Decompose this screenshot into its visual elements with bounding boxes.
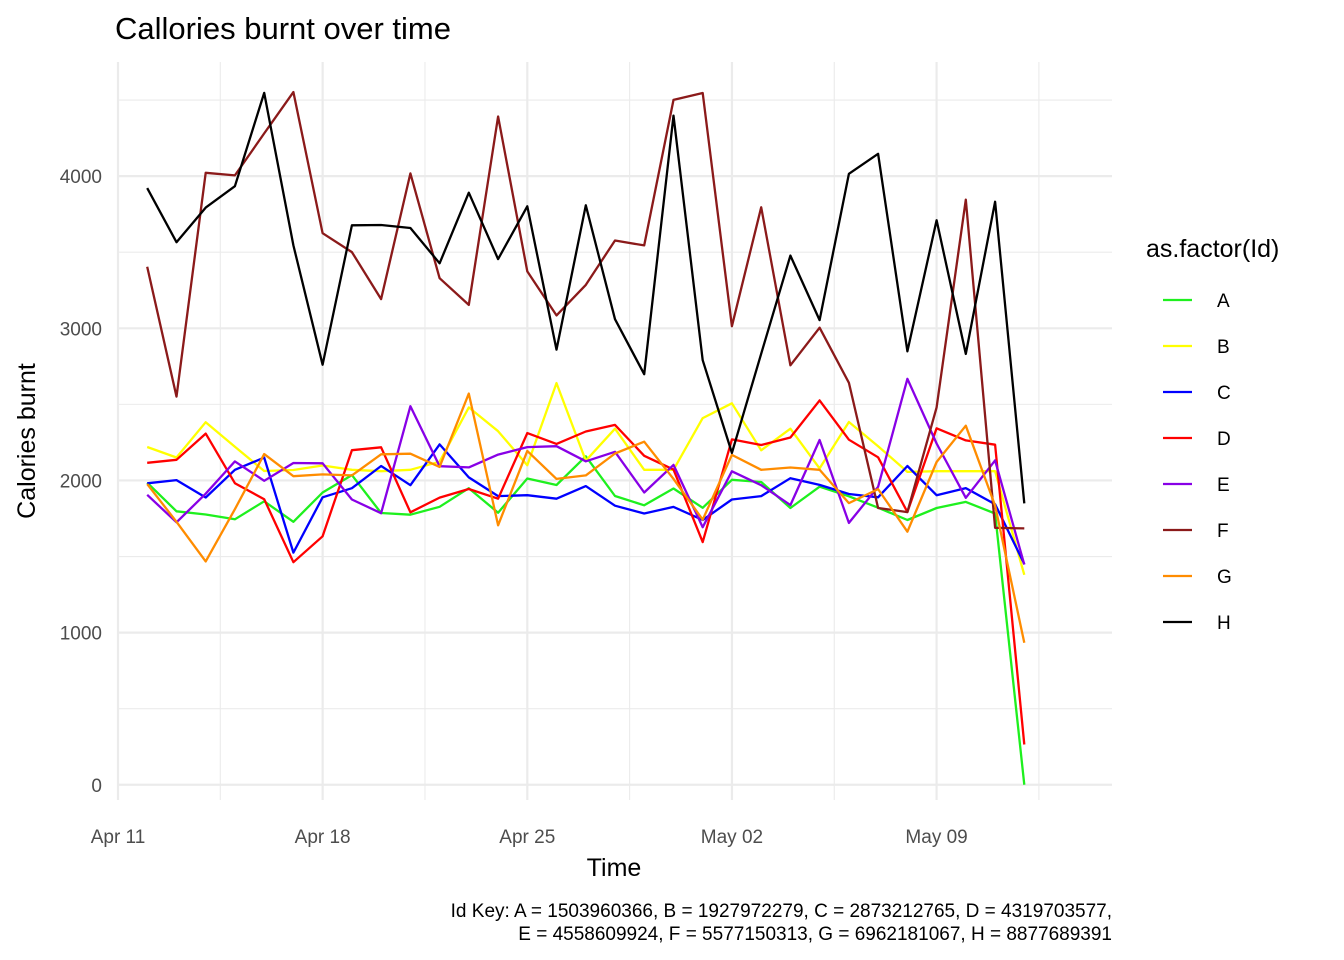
legend: as.factor(Id) A B C D E F G H <box>1146 235 1279 634</box>
chart-title: Callories burnt over time <box>115 11 451 46</box>
legend-title: as.factor(Id) <box>1146 235 1279 263</box>
x-tick-label: Apr 25 <box>499 827 555 848</box>
y-tick-label: 2000 <box>60 471 102 492</box>
y-tick-labels: 0 1000 2000 3000 4000 <box>60 167 102 797</box>
x-tick-label: Apr 11 <box>91 827 146 848</box>
y-tick-label: 3000 <box>60 319 102 340</box>
series-line-E <box>146 377 1026 565</box>
series-line-C <box>147 443 1026 565</box>
legend-label-A: A <box>1217 291 1230 312</box>
caption-line-1: Id Key: A = 1503960366, B = 1927972279, … <box>451 901 1112 922</box>
series-line-F <box>146 90 1025 530</box>
series-line-H <box>146 91 1026 504</box>
legend-label-E: E <box>1217 475 1230 496</box>
series-line-B <box>146 381 1026 576</box>
x-axis-title: Time <box>587 854 642 882</box>
y-tick-label: 1000 <box>60 624 102 645</box>
series-line-D <box>147 399 1026 745</box>
y-axis-title: Calories burnt <box>13 363 41 519</box>
legend-label-H: H <box>1217 613 1231 634</box>
caption-line-2: E = 4558609924, F = 5577150313, G = 6962… <box>518 924 1112 945</box>
legend-label-B: B <box>1217 337 1230 358</box>
x-tick-label: May 02 <box>701 827 763 848</box>
legend-label-F: F <box>1217 521 1229 542</box>
series-line-G <box>146 392 1026 644</box>
series-lines <box>146 90 1026 785</box>
legend-label-D: D <box>1217 429 1231 450</box>
x-tick-label: May 09 <box>905 827 967 848</box>
x-tick-labels: Apr 11 Apr 18 Apr 25 May 02 May 09 <box>91 827 968 848</box>
y-tick-label: 0 <box>91 776 102 797</box>
legend-label-G: G <box>1217 567 1232 588</box>
grid-lines <box>116 62 1112 800</box>
y-tick-label: 4000 <box>60 167 102 188</box>
legend-label-C: C <box>1217 383 1231 404</box>
x-tick-label: Apr 18 <box>295 827 351 848</box>
